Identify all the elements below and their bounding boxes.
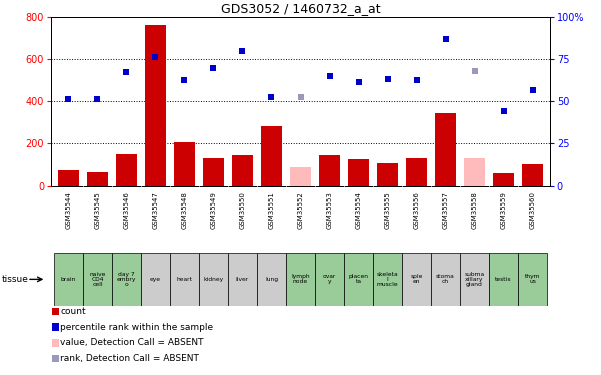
- Bar: [233, 156, 252, 186]
- Text: liver: liver: [236, 277, 249, 282]
- Text: count: count: [60, 307, 86, 316]
- Text: GSM35555: GSM35555: [385, 191, 391, 229]
- Bar: [377, 163, 398, 186]
- Text: GSM35546: GSM35546: [123, 191, 129, 229]
- FancyBboxPatch shape: [489, 253, 518, 306]
- FancyBboxPatch shape: [344, 253, 373, 306]
- Text: sple
en: sple en: [410, 274, 423, 284]
- FancyBboxPatch shape: [518, 253, 547, 306]
- Text: placen
ta: placen ta: [349, 274, 368, 284]
- Bar: [435, 113, 456, 186]
- Text: GSM35558: GSM35558: [472, 191, 478, 229]
- Bar: [290, 167, 311, 186]
- FancyBboxPatch shape: [170, 253, 199, 306]
- Text: rank, Detection Call = ABSENT: rank, Detection Call = ABSENT: [60, 354, 199, 363]
- Text: GSM35559: GSM35559: [501, 191, 507, 229]
- FancyBboxPatch shape: [373, 253, 402, 306]
- Bar: [406, 158, 427, 186]
- FancyBboxPatch shape: [257, 253, 286, 306]
- Text: GSM35557: GSM35557: [442, 191, 448, 229]
- Bar: [522, 164, 543, 186]
- Text: GSM35553: GSM35553: [326, 191, 332, 229]
- FancyBboxPatch shape: [286, 253, 315, 306]
- Bar: [349, 159, 368, 186]
- FancyBboxPatch shape: [431, 253, 460, 306]
- Text: naive
CD4
cell: naive CD4 cell: [90, 272, 106, 287]
- Bar: [174, 142, 195, 186]
- FancyBboxPatch shape: [402, 253, 431, 306]
- Text: day 7
embry
o: day 7 embry o: [117, 272, 136, 287]
- Bar: [203, 158, 224, 186]
- Bar: [493, 173, 514, 186]
- Text: GSM35544: GSM35544: [66, 191, 72, 229]
- Text: GSM35551: GSM35551: [269, 191, 275, 229]
- FancyBboxPatch shape: [460, 253, 489, 306]
- Text: GSM35556: GSM35556: [413, 191, 419, 229]
- FancyBboxPatch shape: [141, 253, 170, 306]
- FancyBboxPatch shape: [199, 253, 228, 306]
- Text: GSM35549: GSM35549: [210, 191, 216, 229]
- Text: testis: testis: [495, 277, 512, 282]
- FancyBboxPatch shape: [228, 253, 257, 306]
- Text: tissue: tissue: [2, 275, 29, 284]
- Text: GDS3052 / 1460732_a_at: GDS3052 / 1460732_a_at: [221, 2, 380, 15]
- Text: eye: eye: [150, 277, 161, 282]
- Text: heart: heart: [177, 277, 192, 282]
- Text: GSM35545: GSM35545: [94, 191, 100, 229]
- Bar: [87, 172, 108, 186]
- Text: stoma
ch: stoma ch: [436, 274, 455, 284]
- Bar: [465, 158, 484, 186]
- Text: GSM35554: GSM35554: [356, 191, 362, 229]
- Text: GSM35547: GSM35547: [153, 191, 159, 229]
- Text: GSM35552: GSM35552: [297, 191, 304, 229]
- FancyBboxPatch shape: [54, 253, 83, 306]
- Text: percentile rank within the sample: percentile rank within the sample: [60, 322, 213, 332]
- Text: subma
xillary
gland: subma xillary gland: [465, 272, 484, 287]
- Text: lymph
node: lymph node: [291, 274, 310, 284]
- Bar: [117, 154, 136, 186]
- Text: ovar
y: ovar y: [323, 274, 336, 284]
- Text: value, Detection Call = ABSENT: value, Detection Call = ABSENT: [60, 338, 204, 347]
- FancyBboxPatch shape: [83, 253, 112, 306]
- Bar: [261, 126, 282, 186]
- Bar: [145, 26, 166, 186]
- Text: kidney: kidney: [203, 277, 224, 282]
- Text: brain: brain: [61, 277, 76, 282]
- Text: GSM35550: GSM35550: [239, 191, 245, 229]
- FancyBboxPatch shape: [315, 253, 344, 306]
- FancyBboxPatch shape: [112, 253, 141, 306]
- Text: GSM35560: GSM35560: [529, 191, 535, 229]
- Text: thym
us: thym us: [525, 274, 540, 284]
- Text: lung: lung: [265, 277, 278, 282]
- Bar: [319, 156, 340, 186]
- Text: GSM35548: GSM35548: [182, 191, 188, 229]
- Text: skeleta
l
muscle: skeleta l muscle: [377, 272, 398, 287]
- Bar: [58, 170, 79, 186]
